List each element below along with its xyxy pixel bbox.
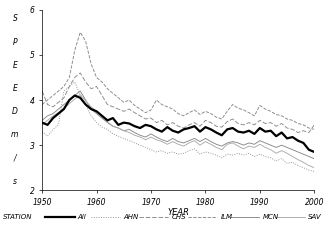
Text: E: E — [12, 61, 17, 70]
Text: P: P — [13, 38, 17, 47]
Text: SAV: SAV — [308, 214, 321, 220]
Text: S: S — [12, 14, 17, 23]
Text: ILM: ILM — [220, 214, 232, 220]
Text: /: / — [14, 153, 16, 163]
X-axis label: YEAR: YEAR — [167, 208, 189, 217]
Text: MCN: MCN — [262, 214, 279, 220]
Text: STATION: STATION — [3, 214, 33, 220]
Text: D: D — [12, 107, 18, 116]
Text: All: All — [78, 214, 87, 220]
Text: CHS: CHS — [172, 214, 186, 220]
Text: E: E — [12, 84, 17, 93]
Text: m: m — [11, 130, 18, 139]
Text: AHN: AHN — [123, 214, 138, 220]
Text: s: s — [13, 177, 17, 186]
